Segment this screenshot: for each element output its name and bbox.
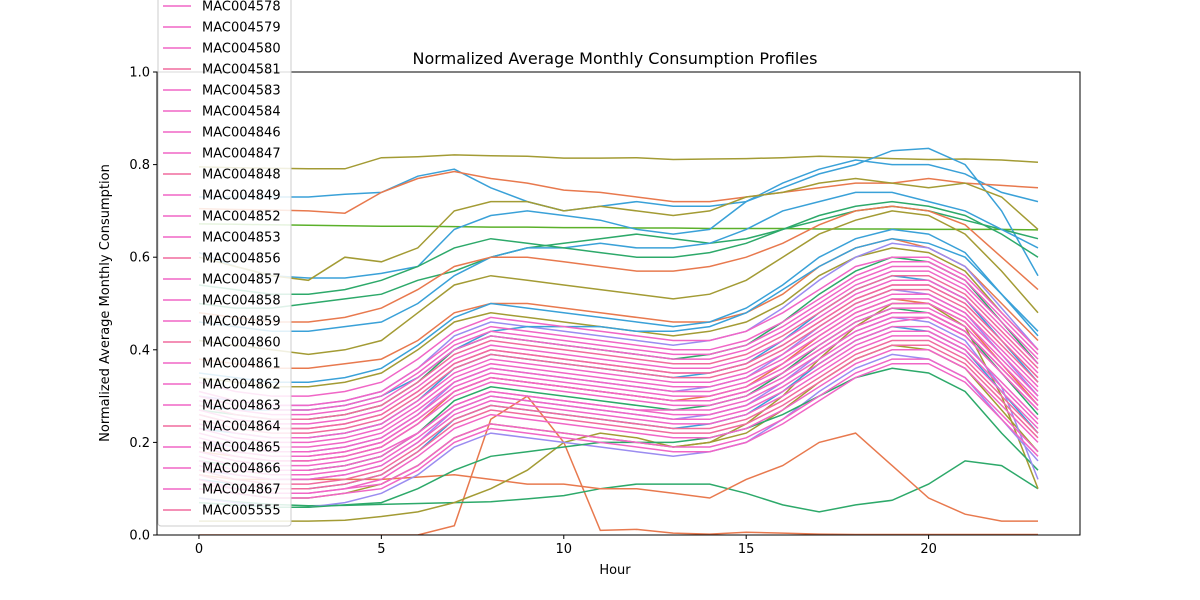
y-axis: 0.0 0.2 0.4 0.6 0.8 1.0 — [129, 66, 157, 544]
y-tick-label: 0.8 — [129, 158, 150, 173]
plot-frame — [156, 71, 1081, 536]
series-line-MAC004852 — [198, 256, 1039, 397]
series-line-MAC004846 — [198, 293, 1039, 439]
legend-entry: MAC004852 — [202, 210, 281, 225]
x-axis: 0 5 10 15 20 — [195, 535, 937, 557]
series-line-MAC004578 — [198, 302, 1039, 448]
series-line-other-3 — [198, 170, 1039, 214]
legend-entry: MAC004849 — [202, 189, 281, 204]
legend-entry: MAC004866 — [202, 462, 281, 477]
series-line-other-26 — [198, 367, 1039, 508]
legend-entry: MAC004856 — [202, 252, 281, 267]
series-line-MAC004860 — [198, 288, 1039, 434]
y-tick-label: 0.0 — [129, 529, 150, 544]
y-tick-label: 0.4 — [129, 343, 150, 358]
series-line-other-25 — [198, 242, 1039, 407]
legend-entry: MAC004860 — [202, 336, 281, 351]
legend-entry: MAC004580 — [202, 42, 281, 57]
legend-entry: MAC004584 — [202, 105, 281, 120]
series-line-MAC004584 — [198, 335, 1039, 481]
series-line-other-20 — [198, 210, 1039, 356]
x-tick-label: 15 — [738, 542, 755, 557]
series-line-other-4 — [198, 147, 1039, 279]
series-line-MAC004865 — [198, 270, 1039, 416]
x-tick-label: 20 — [920, 542, 937, 557]
y-tick-label: 0.2 — [129, 436, 150, 451]
series-line-other-7 — [198, 432, 1038, 522]
legend-entry: MAC004859 — [202, 315, 281, 330]
y-axis-label: Normalized Average Monthly Consumption — [98, 164, 113, 442]
series-line-MAC004866 — [198, 312, 1039, 458]
series-line-MAC004579 — [198, 316, 1039, 467]
legend-entry: MAC004865 — [202, 441, 281, 456]
series-line-MAC004853 — [198, 307, 1039, 453]
legend-entry: MAC004857 — [202, 273, 281, 288]
series-line-other-1 — [198, 223, 1039, 231]
series-line-other-11 — [198, 191, 1039, 333]
series-line-MAC004859 — [198, 362, 1039, 499]
legend-entry: MAC004862 — [202, 378, 281, 393]
legend-entry: MAC004847 — [202, 147, 281, 162]
y-tick-label: 0.6 — [129, 251, 150, 266]
series-line-MAC004856 — [198, 339, 1039, 485]
chart-title: Normalized Average Monthly Consumption P… — [413, 49, 818, 68]
x-tick-label: 5 — [377, 542, 385, 557]
x-axis-label: Hour — [599, 563, 631, 578]
series-line-MAC004583 — [198, 265, 1039, 411]
y-tick-label: 1.0 — [129, 66, 150, 81]
legend: MAC004578 MAC004579 MAC004580 MAC004581 MAC0… — [157, 0, 292, 527]
legend-entry: MAC004583 — [202, 84, 281, 99]
series-line-other-28 — [198, 205, 1039, 323]
series-line-MAC004863 — [198, 298, 1039, 444]
series-line-other-19 — [198, 353, 1039, 508]
legend-entry: MAC004863 — [202, 399, 281, 414]
legend-box — [157, 0, 292, 527]
series-line-MAC004861 — [198, 330, 1039, 476]
series-line-other-12 — [198, 237, 1039, 370]
series-line-MAC004867 — [198, 358, 1039, 495]
series-line-other-21 — [198, 200, 1039, 295]
legend-entry: MAC004579 — [202, 21, 281, 36]
series-line-other-2 — [199, 159, 1039, 212]
x-tick-label: 0 — [195, 542, 203, 557]
series-line-MAC005555 — [198, 284, 1039, 430]
legend-entry: MAC004861 — [202, 357, 281, 372]
series-line-MAC004858 — [198, 316, 1039, 462]
legend-entry: MAC005555 — [202, 504, 281, 519]
series-line-MAC004864 — [198, 344, 1039, 490]
x-tick-label: 10 — [556, 542, 573, 557]
series-line-MAC004857 — [198, 279, 1039, 425]
legend-entry: MAC004848 — [202, 168, 281, 183]
legend-entry: MAC004846 — [202, 126, 281, 141]
legend-entry: MAC004867 — [202, 483, 281, 498]
series-line-MAC004862 — [198, 261, 1039, 407]
legend-entry: MAC004853 — [202, 231, 281, 246]
series-layer — [198, 147, 1039, 535]
legend-entry: MAC004581 — [202, 63, 281, 78]
series-line-other-9 — [198, 177, 1039, 282]
series-line-other-22 — [198, 228, 1039, 383]
legend-entry: MAC004578 — [202, 0, 281, 15]
series-line-MAC004848 — [198, 274, 1039, 421]
legend-entry: MAC004864 — [202, 420, 281, 435]
series-line-other-0 — [198, 154, 1039, 170]
legend-entry: MAC004858 — [202, 294, 281, 309]
series-line-MAC004849 — [198, 325, 1039, 471]
